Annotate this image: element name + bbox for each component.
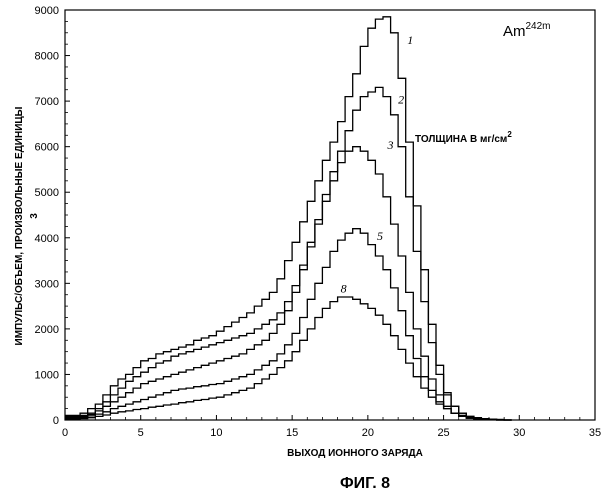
y-tick-label: 7000 bbox=[35, 96, 59, 108]
y-axis-unit: 3 bbox=[29, 213, 40, 219]
series-8-line bbox=[65, 297, 512, 420]
series-lines bbox=[65, 17, 512, 420]
x-tick-label: 10 bbox=[210, 427, 222, 439]
series-5-label: 5 bbox=[377, 229, 383, 243]
series-1-label: 1 bbox=[407, 33, 413, 47]
y-tick-label: 9000 bbox=[35, 5, 59, 17]
x-tick-label: 15 bbox=[286, 427, 298, 439]
series-2-label: 2 bbox=[398, 92, 404, 106]
series-3-label: 3 bbox=[387, 138, 394, 152]
tick-marks: 0510152025303501000200030004000500060007… bbox=[35, 5, 602, 439]
series-8-label: 8 bbox=[341, 281, 347, 295]
x-tick-label: 5 bbox=[138, 427, 144, 439]
y-tick-label: 5000 bbox=[35, 187, 59, 199]
y-axis-title: ИМПУЛЬС/ОБЪЕМ, ПРОИЗВОЛЬНЫЕ ЕДИНИЦЫ bbox=[14, 106, 25, 345]
isotope-label: Am242m bbox=[503, 21, 551, 40]
plot-frame bbox=[65, 10, 595, 420]
y-tick-label: 2000 bbox=[35, 324, 59, 336]
x-tick-label: 0 bbox=[62, 427, 68, 439]
y-tick-label: 0 bbox=[53, 415, 59, 427]
axes bbox=[65, 10, 595, 420]
thickness-annotation: ТОЛЩИНА В мг/см2 bbox=[415, 130, 512, 145]
y-tick-label: 4000 bbox=[35, 233, 59, 245]
series-3-line bbox=[65, 147, 512, 420]
x-tick-label: 20 bbox=[362, 427, 374, 439]
y-tick-label: 8000 bbox=[35, 51, 59, 63]
x-tick-label: 35 bbox=[589, 427, 601, 439]
y-tick-label: 6000 bbox=[35, 142, 59, 154]
x-tick-label: 25 bbox=[437, 427, 449, 439]
y-tick-label: 3000 bbox=[35, 278, 59, 290]
y-tick-label: 1000 bbox=[35, 369, 59, 381]
figure-caption: ФИГ. 8 bbox=[340, 475, 390, 492]
x-tick-label: 30 bbox=[513, 427, 525, 439]
series-5-line bbox=[65, 229, 512, 420]
x-axis-title: ВЫХОД ИОННОГО ЗАРЯДА bbox=[287, 448, 423, 459]
series-1-line bbox=[65, 17, 512, 420]
